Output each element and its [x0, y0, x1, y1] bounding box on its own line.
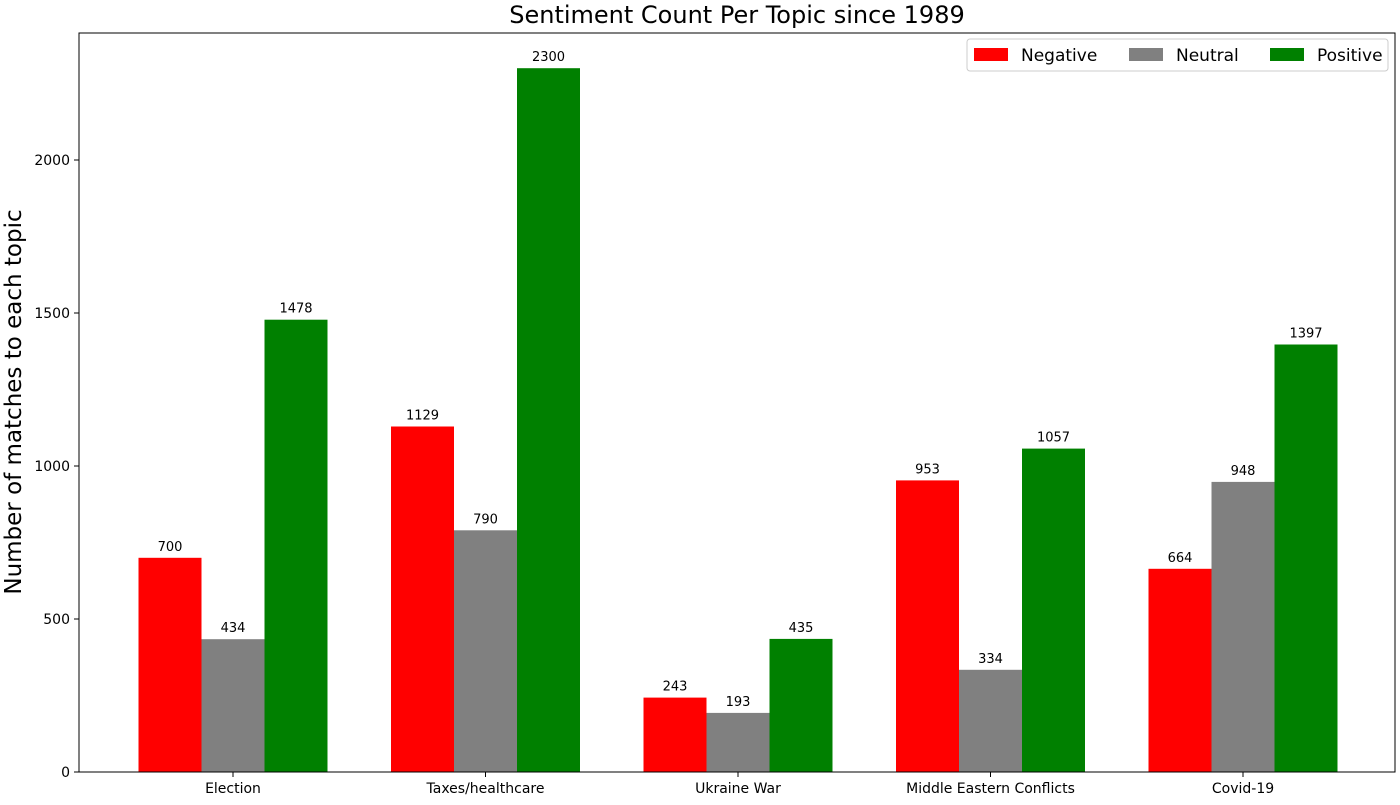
- bar-value-label: 243: [663, 680, 688, 695]
- plot-frame: [78, 32, 1396, 773]
- x-tick-label-taxes-healthcare: Taxes/healthcare: [426, 781, 545, 797]
- bar-value-label: 193: [726, 695, 751, 710]
- bar-value-label: 953: [915, 462, 940, 477]
- bar-value-label: 435: [789, 621, 814, 636]
- bar-value-label: 664: [1168, 551, 1193, 566]
- bar-positive-covid-19: [1274, 344, 1338, 772]
- bar-value-label: 790: [473, 512, 498, 527]
- bar-value-label: 1478: [279, 302, 312, 317]
- bar-neutral-election: [201, 639, 265, 772]
- legend-frame: [966, 38, 1389, 72]
- bar-negative-taxes-healthcare: [391, 426, 454, 772]
- bar-negative-ukraine-war: [643, 697, 707, 772]
- x-tick-label-ukraine-war: Ukraine War: [695, 781, 781, 797]
- bar-value-label: 1129: [406, 409, 439, 424]
- bar-value-label: 434: [221, 621, 246, 636]
- x-tick-label-middle-eastern-conflicts: Middle Eastern Conflicts: [906, 781, 1075, 797]
- bar-neutral-covid-19: [1211, 481, 1275, 772]
- bar-neutral-ukraine-war: [706, 712, 770, 772]
- legend-swatch-positive: [1270, 48, 1304, 61]
- bar-positive-middle-eastern-conflicts: [1022, 448, 1085, 772]
- x-tick-label-covid-19: Covid-19: [1212, 781, 1274, 797]
- legend-label-neutral: Neutral: [1176, 46, 1239, 66]
- legend-swatch-neutral: [1129, 48, 1163, 61]
- bar-positive-taxes-healthcare: [517, 68, 580, 772]
- legend: Negative Neutral Positive: [966, 38, 1389, 72]
- bars-layer: [138, 68, 1338, 772]
- bar-positive-election: [264, 319, 328, 772]
- bar-negative-covid-19: [1148, 568, 1212, 772]
- y-axis: 0 500 1000 1500 2000: [34, 153, 79, 781]
- x-tick-label-election: Election: [205, 781, 261, 797]
- bar-value-label: 948: [1231, 464, 1256, 479]
- bar-negative-middle-eastern-conflicts: [896, 480, 959, 772]
- bar-value-label: 334: [978, 652, 1003, 667]
- y-tick-label: 0: [61, 765, 70, 781]
- bar-value-label: 1397: [1289, 327, 1322, 342]
- y-axis-label: Number of matches to each topic: [1, 209, 27, 594]
- bar-value-labels: 700 434 1478 1129 790 2300 243 193 435 953 334 1057…: [158, 50, 1323, 710]
- bar-value-label: 700: [158, 540, 183, 555]
- bar-negative-election: [138, 557, 202, 772]
- y-tick-label: 1500: [34, 306, 70, 322]
- legend-swatch-negative: [974, 48, 1008, 61]
- bar-value-label: 1057: [1037, 431, 1070, 446]
- bar-positive-ukraine-war: [769, 638, 833, 772]
- bar-value-label: 2300: [532, 50, 565, 65]
- legend-label-negative: Negative: [1021, 46, 1097, 66]
- y-tick-label: 500: [43, 612, 70, 628]
- bar-neutral-middle-eastern-conflicts: [959, 669, 1022, 772]
- x-axis: Election Taxes/healthcare Ukraine War Middl…: [205, 772, 1274, 797]
- chart-title: Sentiment Count Per Topic since 1989: [509, 1, 965, 29]
- y-tick-label: 2000: [34, 153, 70, 169]
- y-tick-label: 1000: [34, 459, 70, 475]
- bar-neutral-taxes-healthcare: [454, 530, 517, 772]
- legend-label-positive: Positive: [1317, 46, 1383, 66]
